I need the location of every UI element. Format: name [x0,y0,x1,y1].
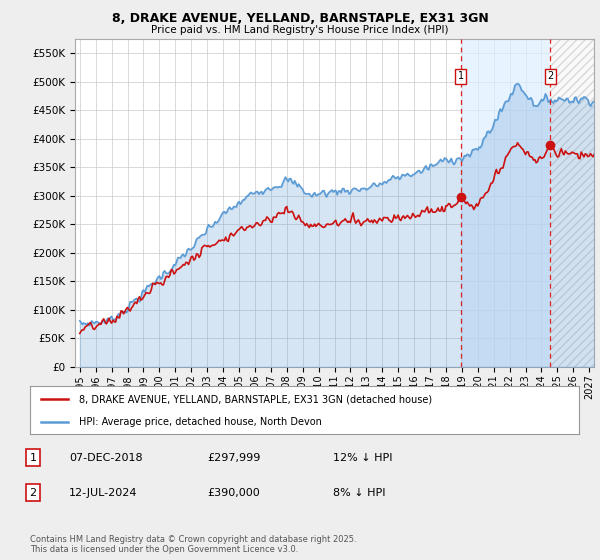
Bar [461,39,550,367]
Text: 07-DEC-2018: 07-DEC-2018 [69,452,143,463]
Text: 12% ↓ HPI: 12% ↓ HPI [333,452,392,463]
Bar [550,39,600,367]
Text: 2: 2 [547,71,553,81]
Text: 12-JUL-2024: 12-JUL-2024 [69,488,137,498]
Text: HPI: Average price, detached house, North Devon: HPI: Average price, detached house, Nort… [79,417,322,427]
Bar [550,39,600,367]
Text: 1: 1 [29,452,37,463]
Text: Price paid vs. HM Land Registry's House Price Index (HPI): Price paid vs. HM Land Registry's House … [151,25,449,35]
Text: 1: 1 [458,71,464,81]
Bar [550,39,600,367]
Text: 8, DRAKE AVENUE, YELLAND, BARNSTAPLE, EX31 3GN (detached house): 8, DRAKE AVENUE, YELLAND, BARNSTAPLE, EX… [79,394,433,404]
Text: 8% ↓ HPI: 8% ↓ HPI [333,488,386,498]
Text: 8, DRAKE AVENUE, YELLAND, BARNSTAPLE, EX31 3GN: 8, DRAKE AVENUE, YELLAND, BARNSTAPLE, EX… [112,12,488,25]
Text: £297,999: £297,999 [207,452,260,463]
Text: 2: 2 [29,488,37,498]
Text: Contains HM Land Registry data © Crown copyright and database right 2025.
This d: Contains HM Land Registry data © Crown c… [30,535,356,554]
Text: £390,000: £390,000 [207,488,260,498]
